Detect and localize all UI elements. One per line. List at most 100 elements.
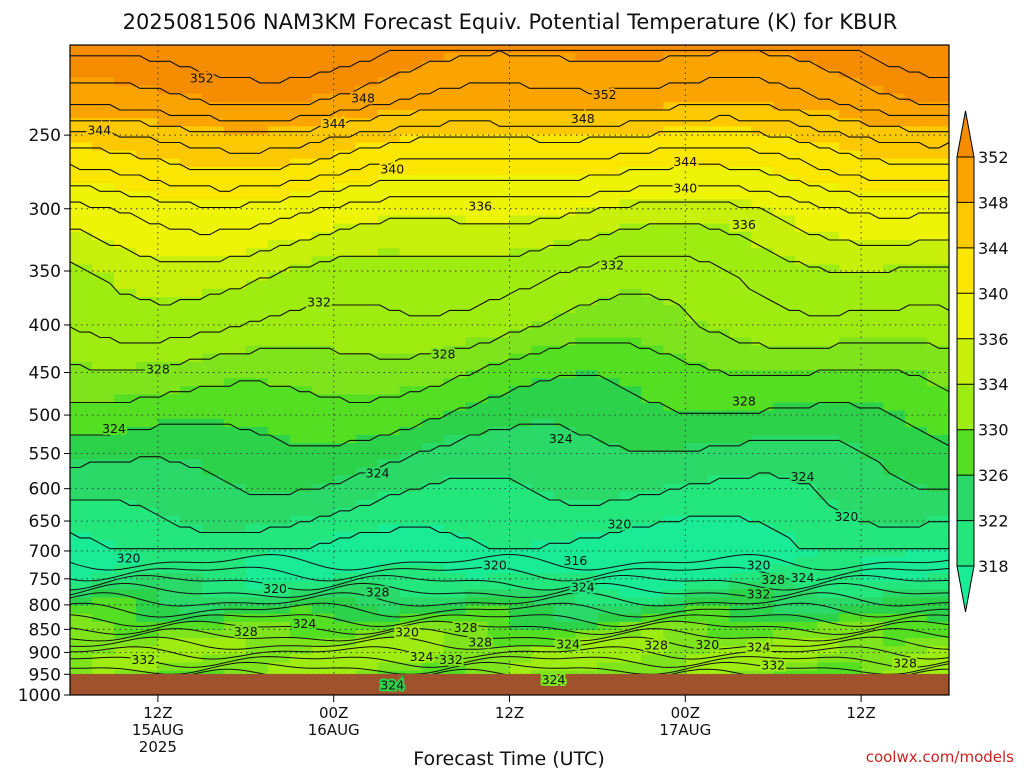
band-cell xyxy=(267,475,291,485)
band-cell xyxy=(641,500,664,509)
contour-label: 324 xyxy=(102,421,126,436)
band-cell xyxy=(839,532,862,542)
band-cell xyxy=(773,353,796,363)
contour-label: 320 xyxy=(607,517,631,532)
band-cell xyxy=(575,110,598,119)
band-cell xyxy=(619,321,642,330)
band-cell xyxy=(773,296,796,306)
band-cell xyxy=(531,581,555,590)
band-cell xyxy=(817,638,840,647)
band-cell xyxy=(245,215,269,225)
band-cell xyxy=(289,638,313,647)
contour-label: 328 xyxy=(893,656,917,671)
band-cell xyxy=(817,223,840,233)
band-cell xyxy=(157,264,181,274)
band-cell xyxy=(707,589,730,599)
band-cell xyxy=(399,69,423,79)
band-cell xyxy=(267,386,291,395)
band-cell xyxy=(135,556,159,566)
band-cell xyxy=(927,191,949,200)
band-cell xyxy=(817,613,840,623)
band-cell xyxy=(597,361,620,371)
band-cell xyxy=(487,61,511,70)
band-cell xyxy=(157,630,181,639)
band-cell xyxy=(817,191,840,200)
band-cell xyxy=(839,435,862,444)
band-cell xyxy=(355,248,379,257)
band-cell xyxy=(553,126,577,135)
band-cell xyxy=(333,443,357,452)
band-cell xyxy=(553,45,577,54)
band-cell xyxy=(113,207,137,217)
band-cell xyxy=(685,101,708,111)
band-cell xyxy=(729,175,752,184)
band-cell xyxy=(311,142,335,152)
band-cell xyxy=(795,313,818,322)
band-cell xyxy=(245,662,269,672)
band-cell xyxy=(311,53,335,62)
band-cell xyxy=(245,53,269,62)
band-cell xyxy=(795,426,818,436)
band-cell xyxy=(883,540,906,550)
band-cell xyxy=(509,508,533,517)
band-cell xyxy=(91,621,115,631)
band-cell xyxy=(377,662,401,672)
band-cell xyxy=(465,93,489,103)
band-cell xyxy=(487,508,511,517)
band-cell xyxy=(553,662,577,672)
band-cell xyxy=(465,508,489,517)
band-cell xyxy=(333,207,357,217)
band-cell xyxy=(113,134,137,144)
band-cell xyxy=(663,199,686,209)
band-cell xyxy=(927,61,949,70)
band-cell xyxy=(443,61,467,70)
band-cell xyxy=(575,613,598,623)
band-cell xyxy=(179,459,203,469)
band-cell xyxy=(685,475,708,485)
band-cell xyxy=(377,191,401,200)
band-cell xyxy=(531,126,555,135)
band-cell xyxy=(751,296,774,306)
band-cell xyxy=(91,61,115,70)
band-cell xyxy=(773,248,796,257)
band-cell xyxy=(509,630,533,639)
band-cell xyxy=(729,199,752,209)
band-cell xyxy=(311,45,335,54)
band-cell xyxy=(267,532,291,542)
band-cell xyxy=(839,199,862,209)
contour-label: 328 xyxy=(644,638,668,653)
band-cell xyxy=(531,158,555,168)
band-cell xyxy=(487,53,511,62)
band-cell xyxy=(729,101,752,111)
band-cell xyxy=(553,370,577,379)
band-cell xyxy=(443,467,467,477)
band-cell xyxy=(355,475,379,485)
band-cell xyxy=(223,426,247,436)
band-cell xyxy=(179,361,203,371)
band-cell xyxy=(707,370,730,379)
band-cell xyxy=(157,53,181,62)
band-cell xyxy=(70,500,93,509)
band-cell xyxy=(707,345,730,355)
credit-text[interactable]: coolwx.com/models xyxy=(866,748,1014,766)
band-cell xyxy=(421,361,445,371)
band-cell xyxy=(817,491,840,501)
band-cell xyxy=(333,353,357,363)
band-cell xyxy=(421,101,445,111)
band-cell xyxy=(597,69,620,79)
band-cell xyxy=(751,85,774,95)
band-cell xyxy=(905,256,928,265)
band-cell xyxy=(509,467,533,477)
band-cell xyxy=(553,410,577,420)
band-cell xyxy=(113,321,137,330)
band-cell xyxy=(707,613,730,623)
band-cell xyxy=(355,134,379,144)
band-cell xyxy=(729,459,752,469)
band-cell xyxy=(377,345,401,355)
band-cell xyxy=(817,394,840,404)
band-cell xyxy=(465,85,489,95)
band-cell xyxy=(113,296,137,306)
band-cell xyxy=(377,240,401,249)
band-cell xyxy=(509,191,533,200)
band-cell xyxy=(751,613,774,623)
